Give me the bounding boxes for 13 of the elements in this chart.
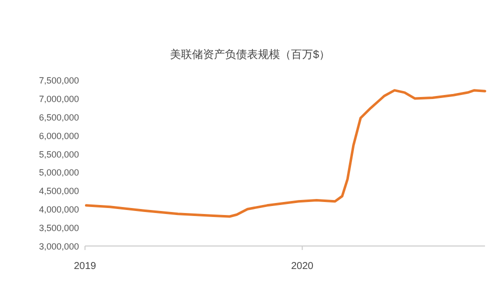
y-tick-label: 5,500,000: [38, 149, 79, 160]
y-tick-label: 6,000,000: [38, 130, 79, 141]
y-tick-label: 7,000,000: [38, 94, 79, 104]
y-tick-label: 5,000,000: [38, 168, 79, 178]
chart-title: 美联储资产负债表规模（百万$）: [170, 48, 330, 61]
y-tick-label: 3,500,000: [38, 223, 79, 234]
x-tick-label: 2019: [74, 261, 97, 272]
y-tick-label: 4,000,000: [38, 204, 79, 215]
x-tick-label: 2020: [291, 261, 314, 272]
y-tick-label: 7,500,000: [38, 76, 79, 86]
y-tick-label: 4,500,000: [38, 186, 79, 196]
y-tick-label: 3,000,000: [38, 242, 79, 252]
y-tick-label: 6,500,000: [38, 112, 79, 122]
